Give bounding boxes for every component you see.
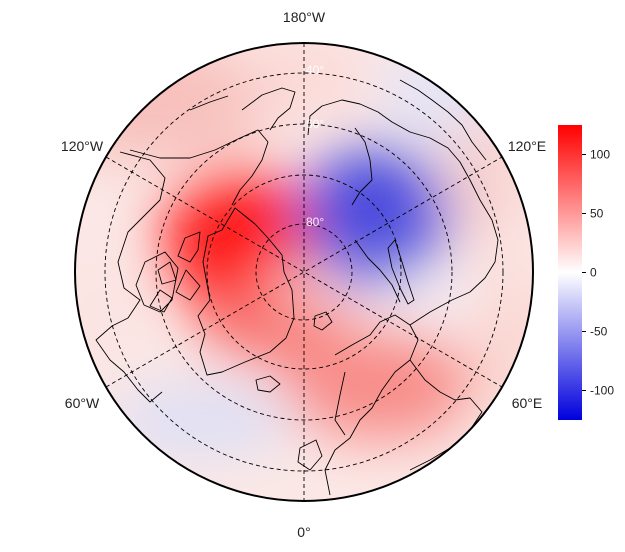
coast-europe (297, 314, 483, 496)
coast-svalbard (313, 311, 333, 331)
colorbar-tick-label: 100 (590, 148, 610, 162)
coast-alaska (189, 87, 296, 131)
lat-label-60: 60° (306, 117, 324, 131)
lon-label-upper-right: 120°E (508, 138, 546, 154)
anomaly-field (75, 43, 533, 455)
colorbar-tick-label: 0 (590, 266, 597, 280)
lon-label-bottom: 0° (297, 524, 310, 540)
coastlines (95, 59, 499, 496)
graticule (104, 43, 504, 501)
lon-label-top: 180°W (283, 9, 326, 25)
colorbar-tick-label: -50 (590, 325, 608, 339)
lon-label-upper-left: 120°W (61, 138, 104, 154)
lon-label-lower-right: 60°E (512, 395, 543, 411)
coast-iceland (255, 375, 281, 393)
coast-greenland (197, 207, 295, 376)
colorbar-tick-label: 50 (590, 207, 604, 221)
colorbar-tick-label: -100 (590, 384, 614, 398)
coast-eurasia (307, 99, 499, 326)
colorbar-gradient (558, 125, 582, 420)
map-disc (75, 43, 533, 501)
lat-label-40: 40° (306, 63, 324, 77)
coast-hudson-bay (135, 251, 179, 313)
colorbar-ticks: 100 50 0 -50 -100 (582, 148, 614, 398)
colorbar: 100 50 0 -50 -100 (558, 125, 614, 420)
lon-label-lower-left: 60°W (65, 395, 100, 411)
coast-canadian-archipelago (129, 129, 269, 313)
coast-novaya-zemlya (387, 239, 415, 305)
coast-north-america (95, 151, 166, 403)
lat-label-80: 80° (306, 215, 324, 229)
map-border (74, 42, 534, 502)
